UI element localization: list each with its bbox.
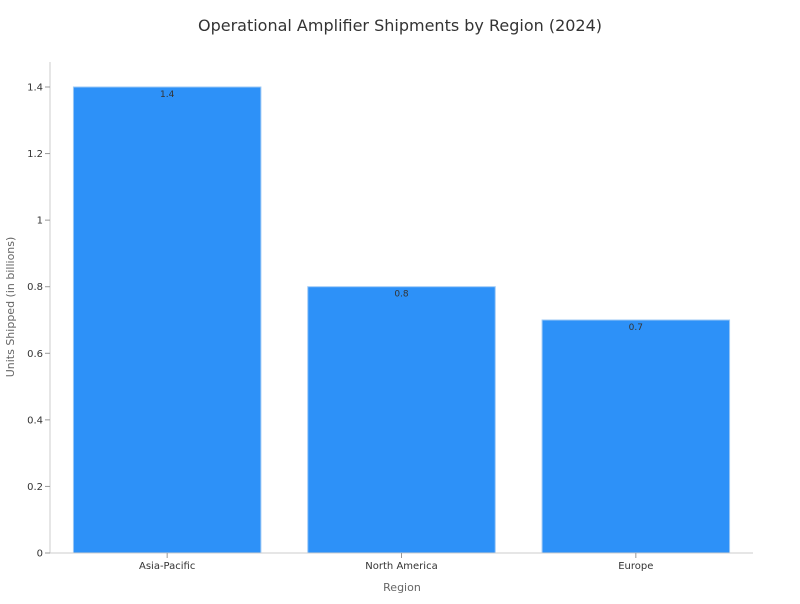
y-tick-label: 0: [37, 549, 43, 560]
x-tick-label: Asia-Pacific: [139, 561, 195, 572]
data-label: 0.7: [629, 323, 643, 333]
x-axis-title: Region: [383, 581, 421, 594]
bars-layer: [72, 86, 731, 554]
y-axis-title: Units Shipped (in billions): [4, 237, 17, 378]
data-label: 0.8: [394, 290, 409, 300]
bar-europe: [541, 319, 731, 554]
data-labels-layer: 1.4 0.8 0.7: [160, 90, 643, 333]
y-tick-label: 0.6: [27, 349, 43, 360]
y-axis-ticks: 0 0.2 0.4 0.6 0.8 1 1.2 1.4: [27, 83, 50, 560]
y-tick-label: 0.2: [27, 482, 43, 493]
x-tick-label: North America: [365, 561, 437, 572]
x-tick-label: Europe: [618, 561, 653, 572]
y-tick-label: 1.4: [27, 83, 43, 94]
y-tick-label: 0.8: [27, 282, 43, 293]
bar-north-america: [307, 286, 496, 554]
bar-asia-pacific: [72, 86, 262, 554]
x-axis-ticks: Asia-Pacific North America Europe: [139, 553, 653, 572]
data-label: 1.4: [160, 90, 175, 100]
chart-title: Operational Amplifier Shipments by Regio…: [198, 16, 602, 35]
y-tick-label: 0.4: [27, 415, 43, 426]
y-tick-label: 1: [37, 216, 43, 227]
y-tick-label: 1.2: [27, 149, 43, 160]
